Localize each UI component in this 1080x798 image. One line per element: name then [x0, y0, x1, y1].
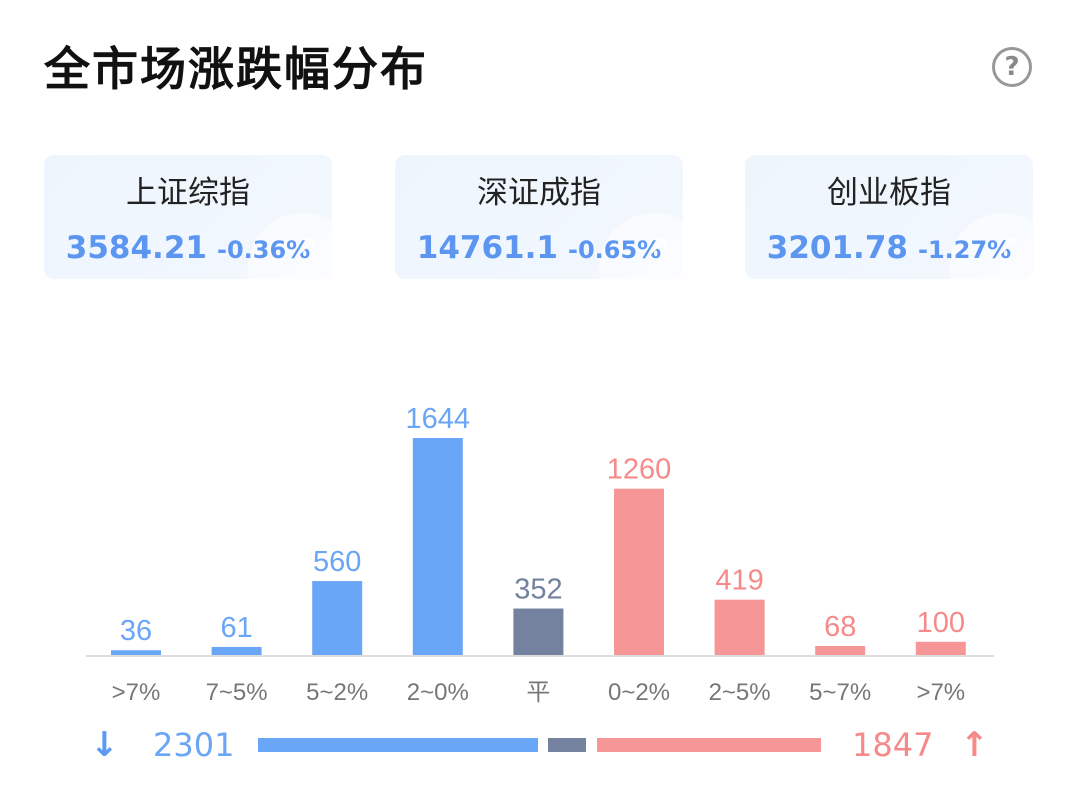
trend-arrow-icon: ↗ — [995, 229, 1019, 262]
trend-arrow-icon: ↗ — [294, 229, 318, 262]
summary-bar-down — [258, 738, 538, 752]
x-tick-label: 5~2% — [306, 679, 368, 706]
x-tick-label: >7% — [916, 679, 965, 706]
distribution-bar-chart: 36 >7% 61 7~5% 560 5~2% 1644 2~0% 352 平 1260 0~2% 41… — [86, 403, 994, 706]
bar — [111, 650, 161, 655]
index-card-chinext[interactable]: 创业板指 3201.78 -1.27% ↗ — [745, 155, 1033, 279]
summary-bar-flat — [548, 738, 586, 752]
index-change: -0.36% — [216, 236, 311, 264]
index-name: 上证综指 — [126, 175, 250, 211]
x-tick-label: 平 — [526, 679, 550, 706]
page-title: 全市场涨跌幅分布 — [44, 42, 428, 96]
down-arrow-icon: ↓ — [90, 725, 119, 765]
index-card-shanghai[interactable]: 上证综指 3584.21 -0.36% ↗ — [44, 155, 332, 279]
bar — [412, 438, 463, 655]
bar-value-label: 100 — [917, 607, 965, 639]
x-tick-label: >7% — [112, 679, 161, 706]
bar-value-label: 352 — [514, 574, 562, 606]
bar — [312, 581, 363, 655]
index-name: 深证成指 — [477, 175, 601, 211]
bar-value-label: 36 — [120, 615, 152, 647]
bar-value-label: 419 — [715, 565, 763, 597]
bar — [815, 646, 866, 655]
bar — [211, 646, 262, 655]
bar — [714, 599, 765, 655]
summary-bar-up — [597, 738, 821, 752]
question-mark-icon[interactable]: ? — [992, 47, 1032, 87]
index-change: -1.27% — [917, 236, 1012, 264]
bar — [614, 488, 664, 655]
x-tick-label: 7~5% — [206, 679, 268, 706]
bar-value-label: 1260 — [607, 454, 672, 486]
trend-arrow-icon: ↗ — [645, 229, 669, 262]
bar-value-label: 560 — [313, 546, 361, 578]
up-total: 1847 — [852, 726, 934, 764]
index-value: 3584.21 — [65, 230, 207, 266]
index-name: 创业板指 — [827, 175, 951, 211]
x-tick-label: 2~0% — [407, 679, 469, 706]
bar-value-label: 61 — [220, 612, 252, 644]
index-card-shenzhen[interactable]: 深证成指 14761.1 -0.65% ↗ — [395, 155, 683, 279]
bar-value-label: 68 — [824, 611, 856, 643]
bar-value-label: 1644 — [406, 403, 471, 435]
bar — [513, 608, 564, 655]
index-value: 3201.78 — [766, 230, 908, 266]
x-tick-label: 2~5% — [709, 679, 771, 706]
x-tick-label: 5~7% — [809, 679, 871, 706]
down-total: 2301 — [153, 726, 235, 764]
x-tick-label: 0~2% — [608, 679, 670, 706]
index-value: 14761.1 — [416, 230, 558, 266]
index-change: -0.65% — [567, 236, 662, 264]
bar — [915, 641, 966, 655]
up-arrow-icon: ↑ — [960, 725, 989, 765]
